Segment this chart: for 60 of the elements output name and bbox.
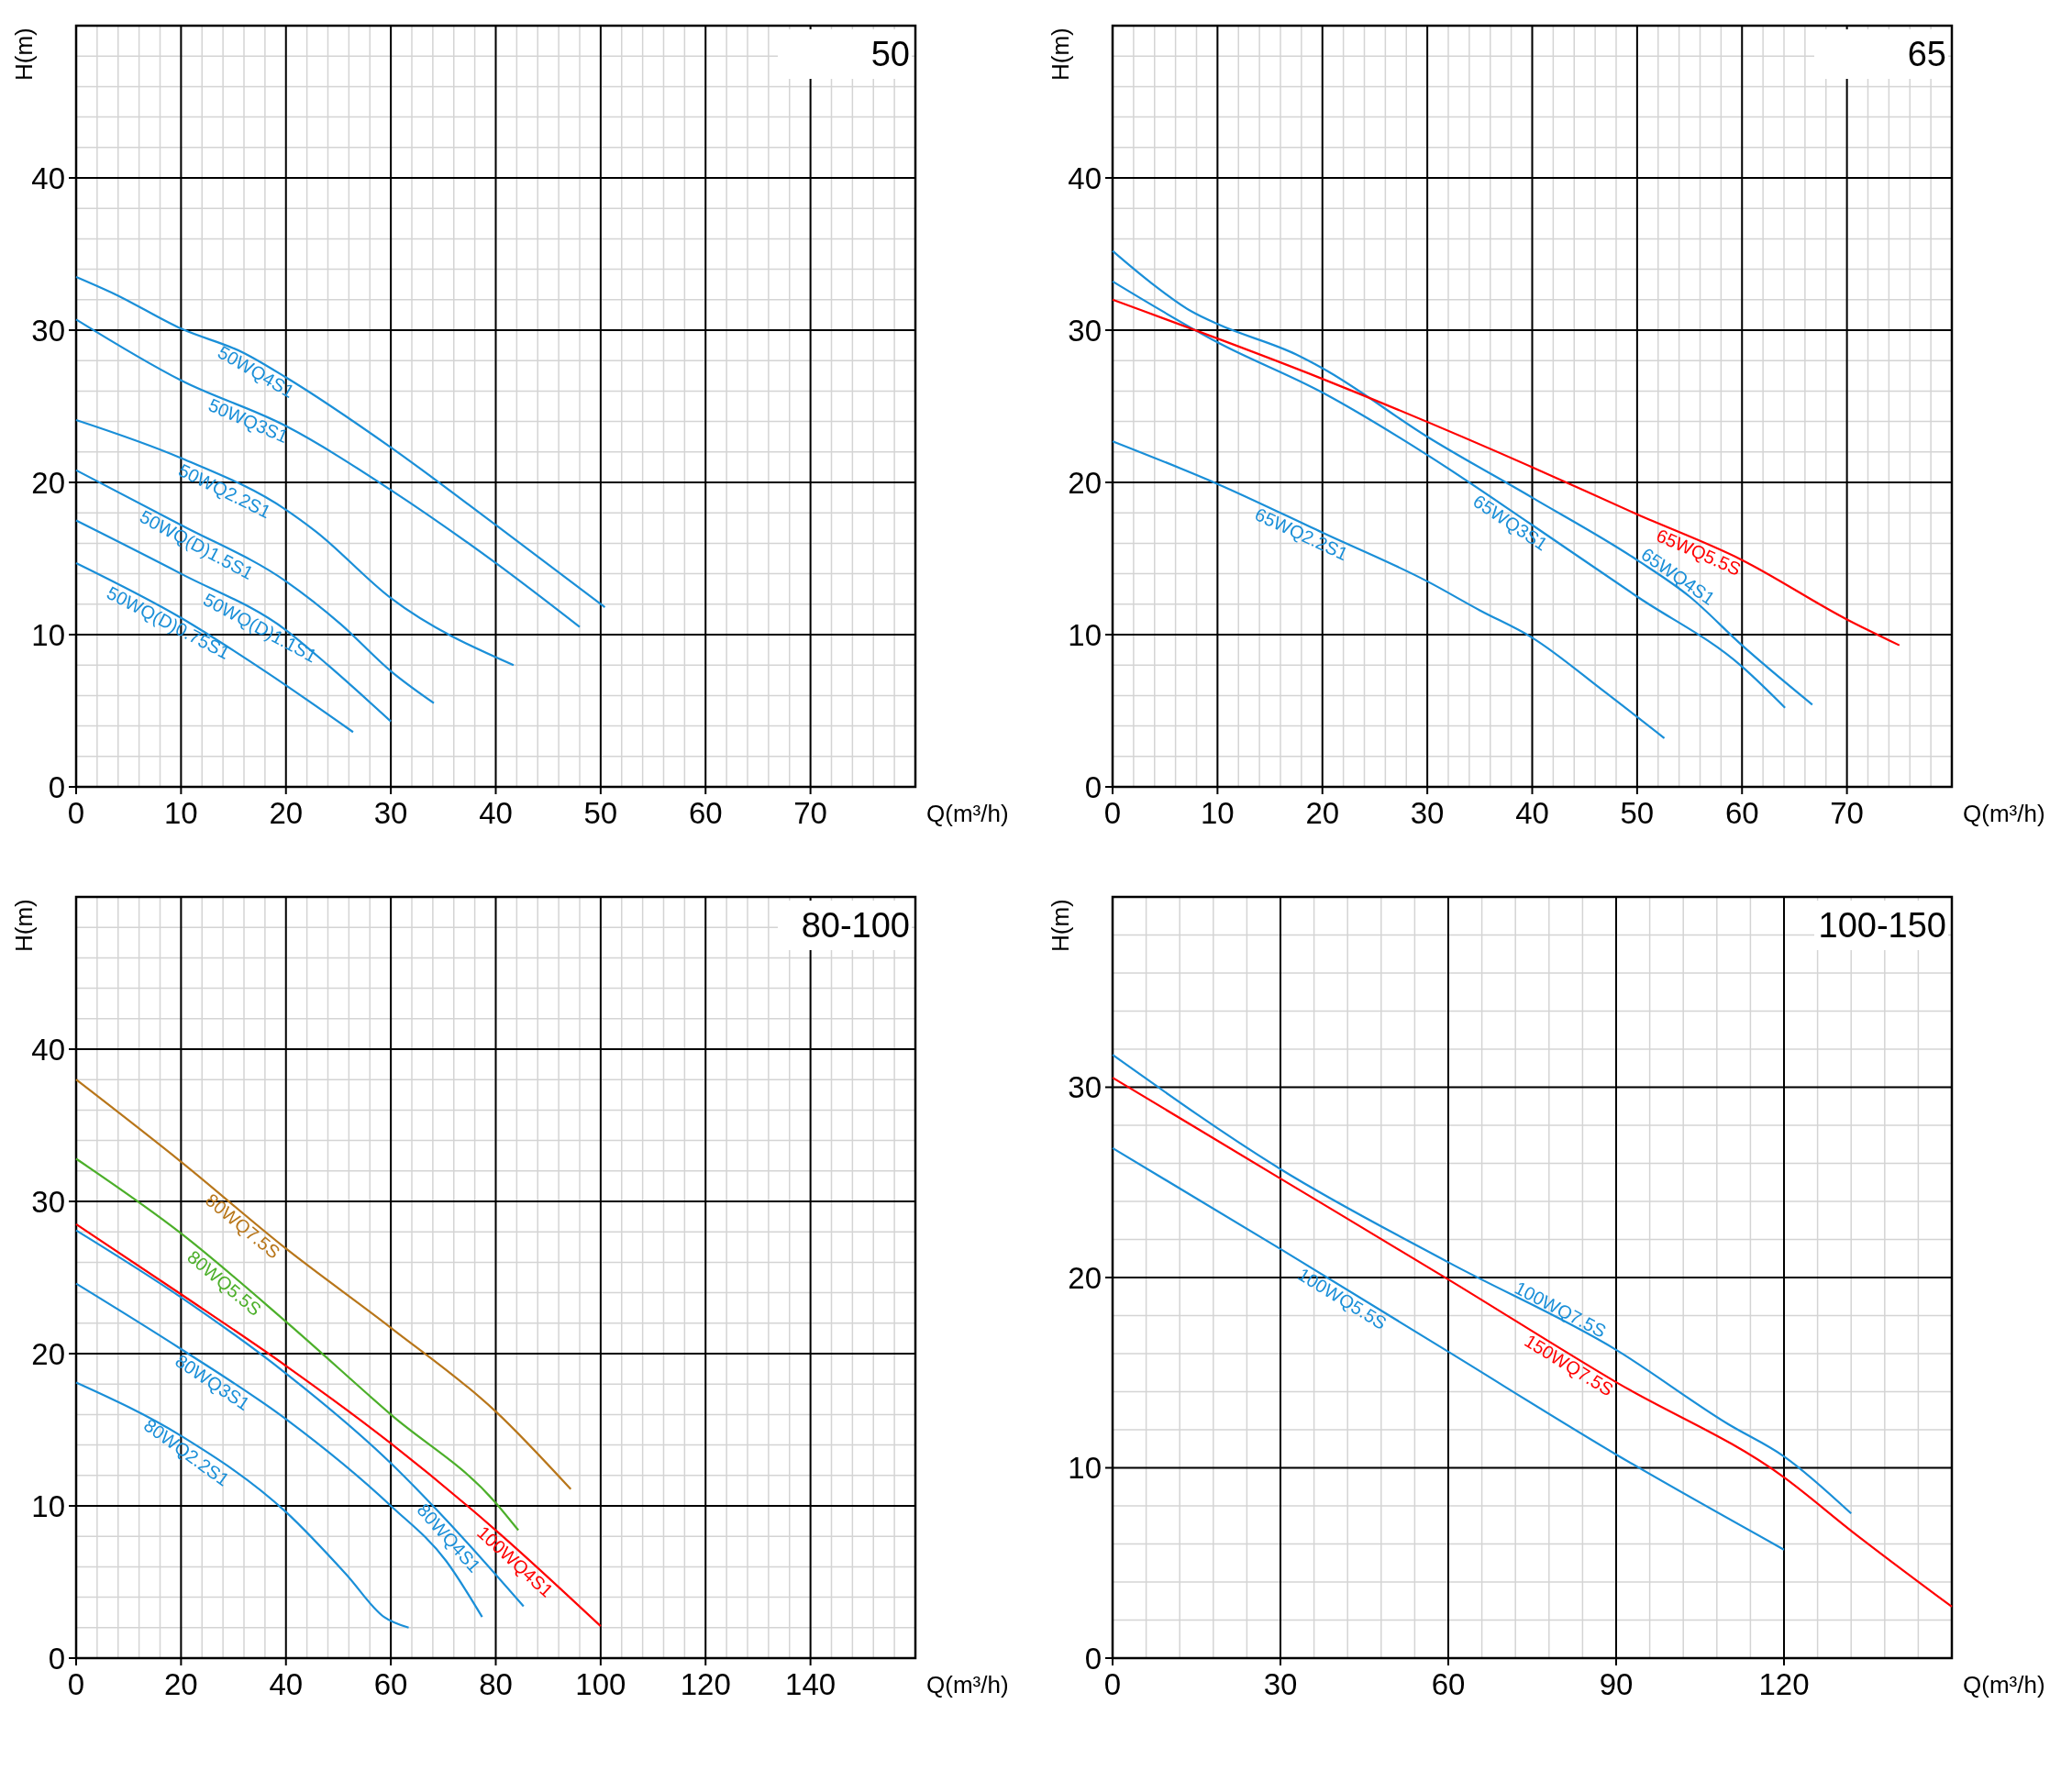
- y-tick-label: 20: [1068, 1260, 1102, 1295]
- chart-title: 100-150: [1818, 906, 1946, 945]
- x-tick-label: 70: [1830, 796, 1864, 830]
- y-tick-label: 10: [1068, 1451, 1102, 1486]
- y-tick-label: 30: [31, 1184, 65, 1219]
- x-tick-label: 90: [1599, 1667, 1634, 1701]
- x-tick-label: 60: [1431, 1667, 1466, 1701]
- y-tick-label: 20: [31, 1336, 65, 1371]
- x-tick-label: 120: [680, 1667, 731, 1701]
- x-tick-label: 50: [583, 796, 618, 830]
- y-tick-label: 0: [1084, 1641, 1102, 1676]
- y-axis-title: H(m): [10, 899, 38, 952]
- x-tick-label: 40: [479, 796, 513, 830]
- x-tick-label: 30: [373, 796, 408, 830]
- x-tick-label: 60: [1724, 796, 1759, 830]
- y-tick-label: 0: [48, 1641, 65, 1676]
- x-tick-label: 10: [1201, 796, 1235, 830]
- line-series: [74, 1079, 572, 1490]
- chart-title: 80-100: [801, 906, 910, 945]
- y-tick-label: 10: [31, 1488, 65, 1523]
- x-tick-label: 100: [575, 1667, 626, 1701]
- x-tick-label: 80: [479, 1667, 513, 1701]
- y-tick-label: 40: [31, 1032, 65, 1067]
- y-axis-title: H(m): [1047, 28, 1074, 81]
- x-tick-label: 30: [1263, 1667, 1298, 1701]
- y-axis-title: H(m): [1047, 899, 1074, 952]
- y-tick-label: 30: [31, 313, 65, 348]
- x-tick-label: 10: [164, 796, 198, 830]
- x-tick-label: 120: [1758, 1667, 1810, 1701]
- x-tick-label: 40: [1515, 796, 1549, 830]
- line-series: [1111, 1054, 1853, 1515]
- x-tick-label: 60: [373, 1667, 408, 1701]
- x-axis-title: Q(m³/h): [926, 1671, 1009, 1698]
- x-tick-label: 70: [793, 796, 827, 830]
- y-tick-label: 0: [48, 769, 65, 804]
- x-tick-label: 20: [269, 796, 304, 830]
- x-axis-title: Q(m³/h): [1963, 800, 2045, 827]
- x-axis-title: Q(m³/h): [926, 800, 1009, 827]
- y-tick-label: 0: [1084, 769, 1102, 804]
- y-tick-label: 20: [31, 465, 65, 500]
- y-tick-label: 40: [1068, 160, 1102, 195]
- x-tick-label: 20: [164, 1667, 198, 1701]
- x-tick-label: 30: [1410, 796, 1445, 830]
- x-tick-label: 60: [688, 796, 723, 830]
- chart-title: 50: [870, 35, 910, 73]
- y-tick-label: 30: [1068, 1070, 1102, 1105]
- y-tick-label: 10: [1068, 617, 1102, 652]
- x-tick-label: 140: [785, 1667, 837, 1701]
- x-axis-title: Q(m³/h): [1963, 1671, 2045, 1698]
- chart-title: 65: [1907, 35, 1946, 73]
- y-tick-label: 20: [1068, 465, 1102, 500]
- line-series: [1111, 1146, 1786, 1551]
- x-tick-label: 40: [269, 1667, 304, 1701]
- y-axis-title: H(m): [10, 28, 38, 81]
- y-tick-label: 30: [1068, 313, 1102, 348]
- x-tick-label: 20: [1305, 796, 1340, 830]
- line-series: [1111, 298, 1900, 647]
- x-tick-label: 50: [1620, 796, 1655, 830]
- y-tick-label: 40: [31, 160, 65, 195]
- y-tick-label: 10: [31, 617, 65, 652]
